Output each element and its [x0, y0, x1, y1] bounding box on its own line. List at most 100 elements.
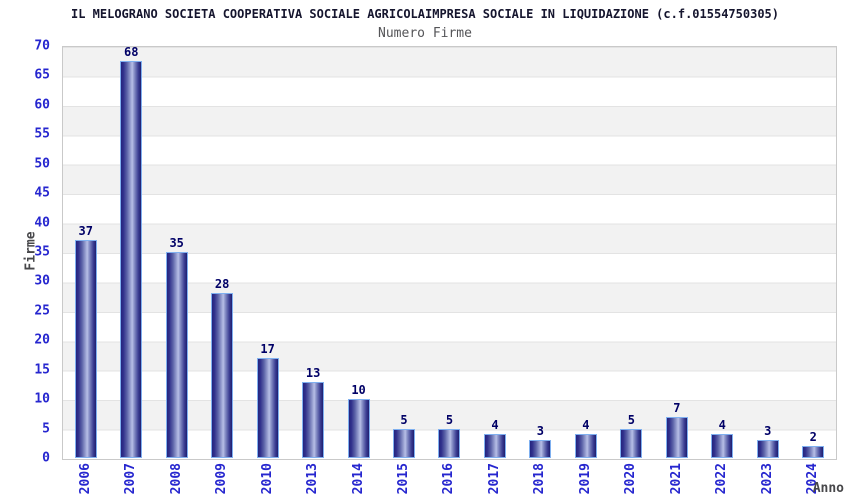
bar	[74, 240, 97, 458]
x-tick-label: 2021	[668, 463, 684, 495]
x-tick-slot: 2019	[563, 463, 608, 500]
x-tick-label: 2018	[532, 463, 548, 495]
x-axis-ticks: 2006 2007 2008 2009 2010 2013 2014 2015 2016 2017…	[63, 463, 836, 500]
x-tick-slot: 2009	[199, 463, 244, 500]
bar-value-label: 5	[400, 412, 408, 427]
y-tick-label: 70	[34, 38, 50, 54]
bar-slot-2024: 2	[791, 46, 836, 458]
x-tick-slot: 2015	[381, 463, 426, 500]
bar-value-label: 2	[809, 430, 817, 445]
bar-slot-2021: 7	[654, 46, 699, 458]
x-tick-slot: 2010	[245, 463, 290, 500]
bar-value-label: 3	[536, 424, 545, 439]
bar	[211, 293, 234, 458]
x-tick-label: 2006	[77, 463, 93, 495]
y-tick-label: 25	[34, 303, 50, 319]
plot-area	[62, 46, 837, 460]
x-tick-label: 2014	[350, 463, 366, 495]
bar	[120, 61, 143, 458]
bar-value-label: 17	[260, 341, 275, 356]
x-tick-slot: 2023	[745, 463, 790, 500]
y-tick-label: 50	[34, 156, 50, 172]
bar	[574, 434, 597, 458]
bar	[393, 428, 416, 458]
bar-value-label: 5	[627, 412, 635, 427]
bar-slot-2016: 5	[427, 46, 472, 458]
y-tick-label: 55	[34, 126, 50, 142]
bar	[165, 252, 188, 458]
bar-value-label: 7	[673, 400, 681, 415]
bar-slot-2006: 37	[63, 46, 108, 458]
x-tick-label: 2016	[441, 463, 457, 495]
bar-value-label: 28	[214, 277, 230, 292]
x-tick-label: 2019	[577, 463, 593, 495]
bar	[347, 399, 370, 458]
x-axis-title: Anno	[812, 481, 844, 496]
x-tick-slot: 2007	[108, 463, 153, 500]
bar	[756, 440, 779, 458]
y-tick-label: 15	[34, 362, 50, 378]
x-tick-slot: 2016	[427, 463, 472, 500]
bar-slot-2007: 68	[108, 46, 153, 458]
bar-value-label: 37	[78, 224, 93, 239]
bar-slot-2008: 35	[154, 46, 199, 458]
bar-slot-2010: 17	[245, 46, 290, 458]
y-tick-label: 35	[34, 244, 50, 260]
y-tick-label: 20	[34, 332, 50, 348]
bar-slot-2013: 13	[290, 46, 335, 458]
y-tick-label: 30	[34, 273, 50, 289]
x-tick-label: 2007	[123, 463, 139, 495]
x-tick-label: 2022	[714, 463, 730, 495]
y-tick-label: 40	[34, 215, 50, 231]
bar	[620, 428, 643, 458]
bar-slot-2023: 3	[745, 46, 790, 458]
bar-value-label: 3	[764, 424, 772, 439]
bar-slot-2019: 4	[563, 46, 608, 458]
bar-value-label: 35	[169, 236, 184, 250]
bar-slot-2015: 5	[381, 46, 426, 458]
x-tick-slot: 2013	[290, 463, 335, 500]
x-tick-slot: 2022	[700, 463, 745, 500]
bar-slot-2014: 10	[336, 46, 381, 458]
x-tick-label: 2009	[214, 463, 230, 495]
bar-slot-2018: 3	[518, 46, 563, 458]
x-tick-slot: 2017	[472, 463, 517, 500]
bar-value-label: 68	[123, 45, 139, 59]
bar-value-label: 4	[718, 418, 726, 433]
x-tick-label: 2010	[259, 463, 275, 495]
bar	[256, 357, 279, 458]
bar-series: 37 68 35 28 17 13 10 5 5 4 3 4 5 7 4 3 2	[63, 46, 836, 458]
bar-slot-2009: 28	[199, 46, 244, 458]
x-tick-label: 2017	[486, 463, 502, 495]
y-tick-label: 0	[42, 450, 50, 466]
chart-subtitle: Numero Firme	[378, 26, 472, 41]
x-tick-label: 2008	[168, 463, 184, 495]
chart-title: IL MELOGRANO SOCIETA COOPERATIVA SOCIALE…	[70, 7, 779, 21]
bar-slot-2022: 4	[700, 46, 745, 458]
bar	[529, 440, 552, 458]
bar-value-label: 5	[445, 412, 454, 427]
x-tick-slot: 2020	[609, 463, 654, 500]
bar	[483, 434, 506, 458]
x-tick-slot: 2006	[63, 463, 108, 500]
bar-slot-2017: 4	[472, 46, 517, 458]
bar-slot-2020: 5	[609, 46, 654, 458]
x-tick-label: 2023	[759, 463, 775, 495]
y-tick-label: 60	[34, 97, 50, 113]
bar	[802, 446, 825, 458]
x-tick-slot: 2021	[654, 463, 699, 500]
x-tick-label: 2015	[396, 463, 412, 495]
x-tick-slot: 2018	[518, 463, 563, 500]
bar-value-label: 4	[491, 418, 499, 433]
bar	[302, 381, 325, 458]
x-tick-slot: 2014	[336, 463, 381, 500]
x-tick-slot: 2008	[154, 463, 199, 500]
bar-value-label: 10	[351, 383, 366, 398]
y-axis-title: Firme	[23, 231, 39, 271]
y-tick-label: 10	[34, 391, 50, 407]
bar	[438, 428, 461, 458]
bar-value-label: 4	[582, 418, 590, 433]
y-axis-ticks: 0 5 10 15 20 25 30 35 40 45 50 55 60 65 70	[0, 40, 56, 465]
bar	[711, 434, 734, 458]
